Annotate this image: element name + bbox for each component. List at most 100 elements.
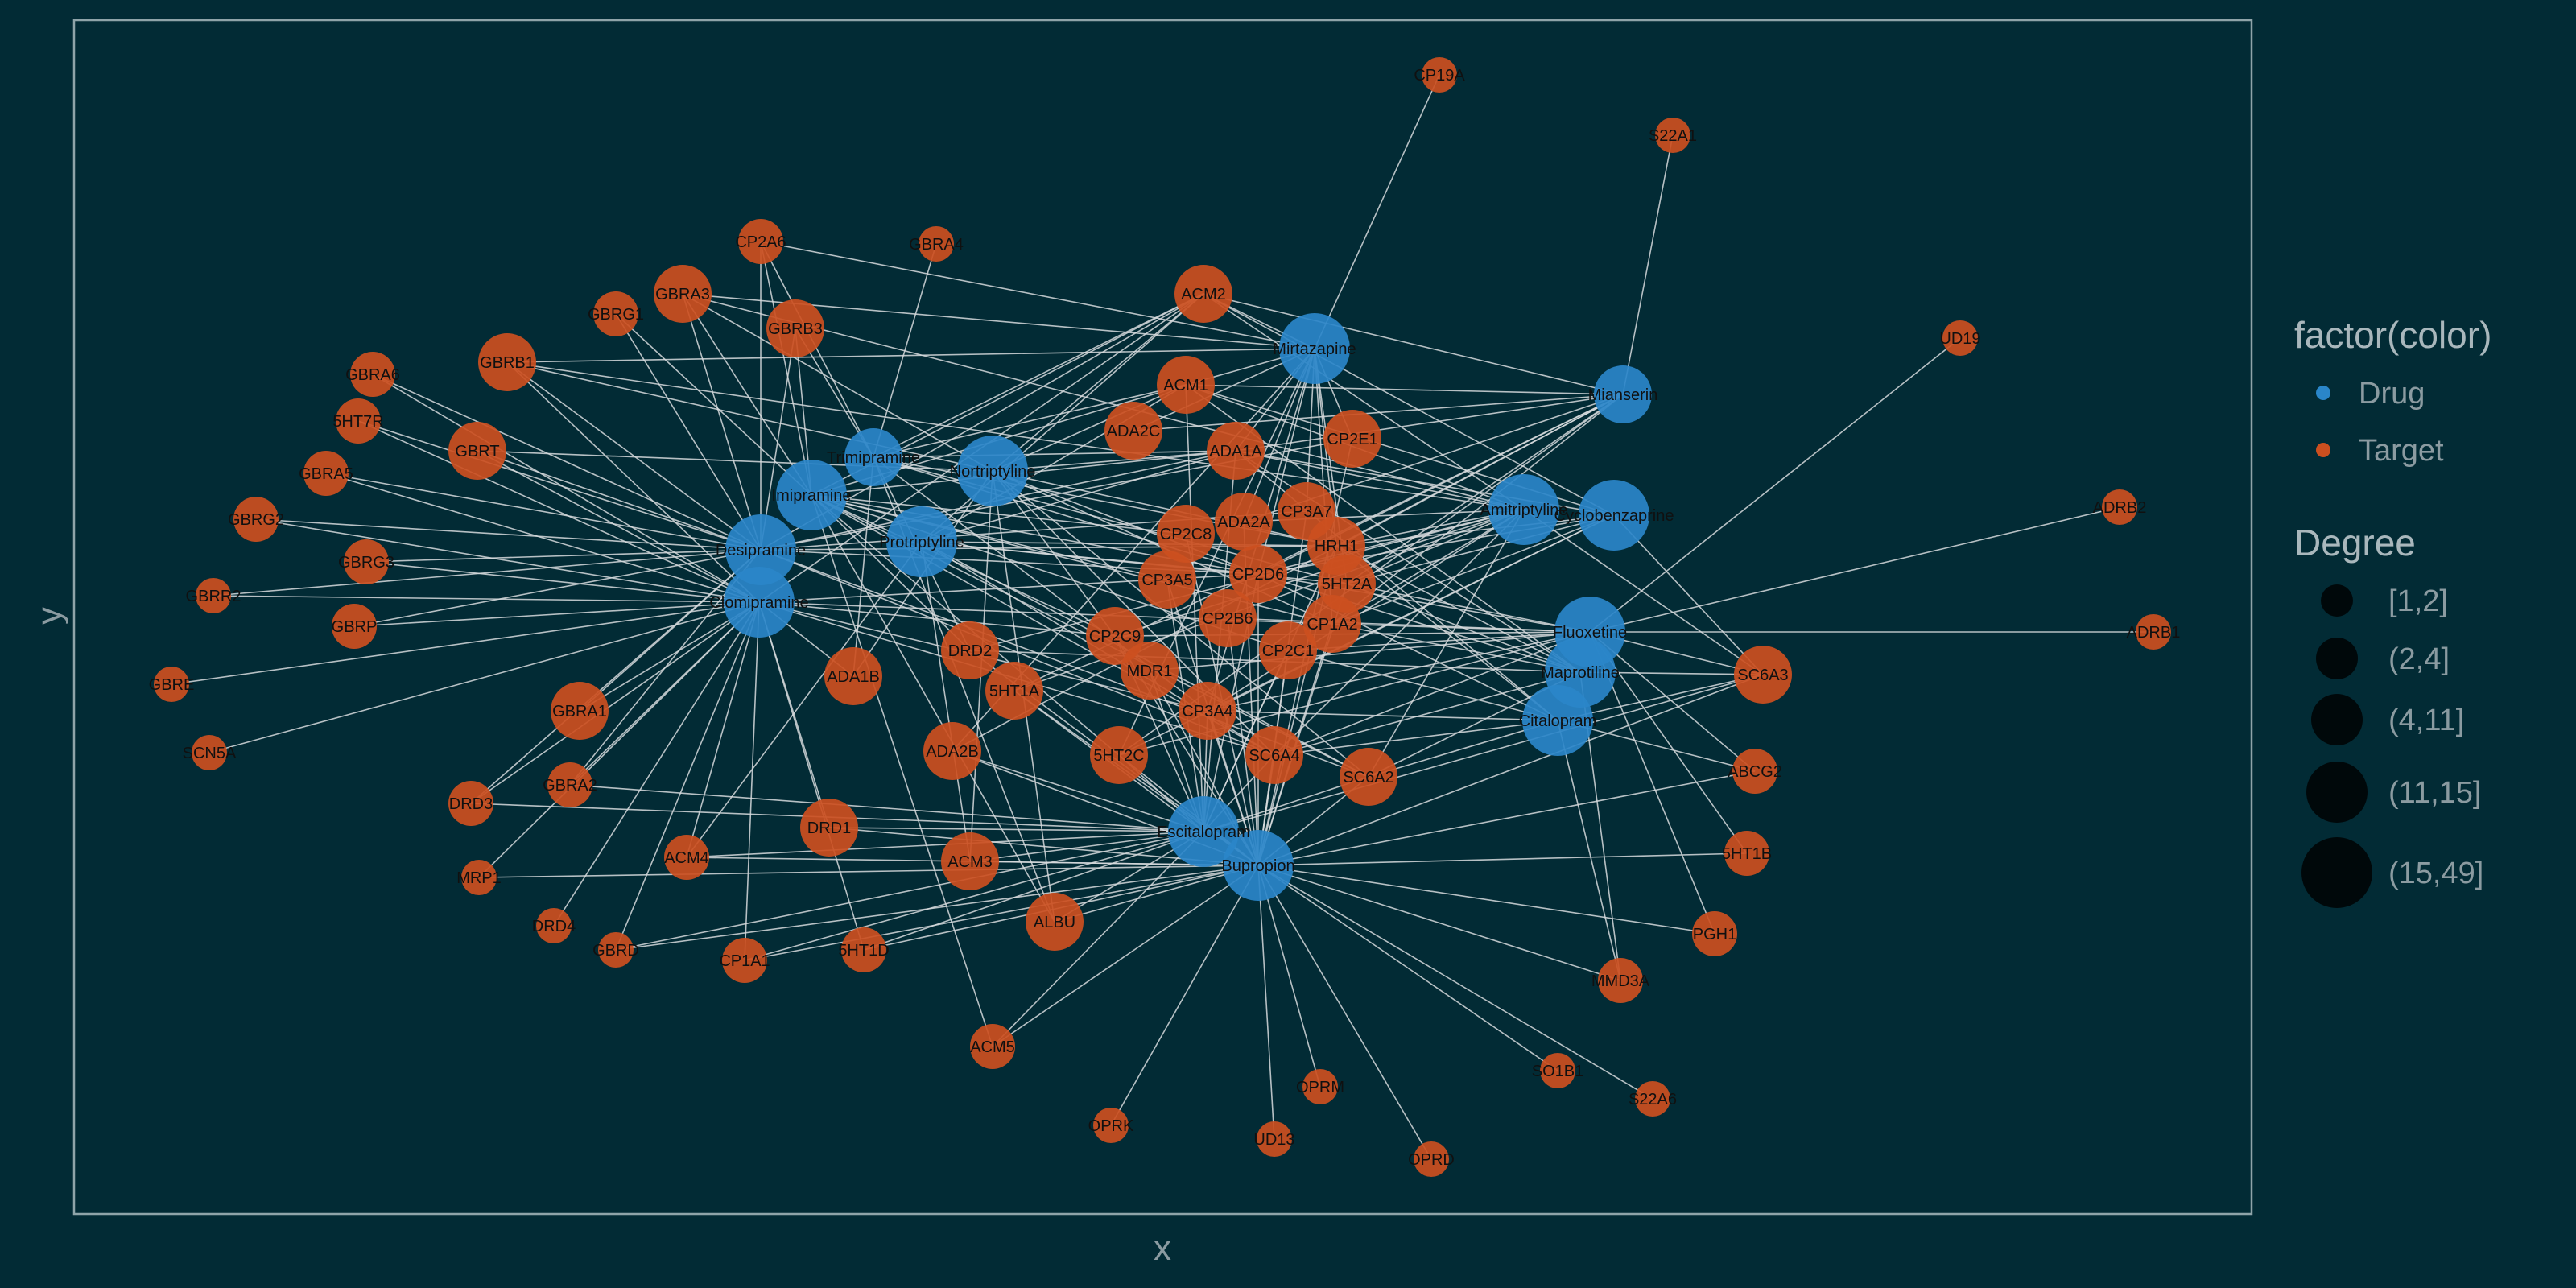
plot-panel-border: [72, 19, 2253, 1216]
target-node-gbra1: [551, 682, 609, 740]
edge-cyclobenzaprine-cp1a2: [1331, 514, 1615, 625]
edge-trimipramine-ada1b: [852, 456, 874, 677]
target-node-drd3: [448, 781, 493, 826]
edge-escitalopram-5ht1d: [863, 831, 1204, 951]
edge-trimipramine-cp2a6: [760, 241, 874, 458]
target-node-cp3a5: [1138, 551, 1196, 609]
drug-label-maprotiline: Maprotiline: [1541, 664, 1620, 682]
target-label-gbrg2: GBRG2: [228, 511, 284, 529]
edge-bupropion-so1b1: [1257, 865, 1558, 1071]
edge-desipramine-gbra6: [372, 374, 762, 551]
target-label-hrh1: HRH1: [1315, 538, 1358, 555]
x-axis-title: x: [1154, 1228, 1171, 1268]
edge-fluoxetine-5ht2a: [1346, 583, 1591, 633]
target-label-ud19: UD19: [1939, 330, 1980, 348]
edge-imipramine-albu: [811, 494, 1055, 923]
target-label-acm5: ACM5: [970, 1038, 1015, 1056]
legend-drug-label: Drug: [2359, 377, 2425, 411]
edge-clomipramine-cp1a1: [744, 601, 760, 961]
drug-node-citalopram: [1522, 685, 1593, 756]
target-node-acm1: [1157, 356, 1215, 414]
target-node-mmd3a: [1598, 958, 1643, 1003]
drug-label-bupropion: Bupropion: [1221, 857, 1294, 875]
edge-escitalopram-acm1: [1185, 384, 1204, 832]
drug-label-escitalopram: Escitalopram: [1157, 824, 1250, 841]
drug-node-escitalopram: [1168, 796, 1239, 867]
edge-bupropion-sc6a3: [1257, 674, 1764, 866]
legend-color-title: factor(color): [2294, 314, 2491, 356]
target-label-gbrg1: GBRG1: [588, 306, 644, 324]
target-node-gbrr2: [196, 578, 231, 613]
edge-bupropion-cp2b6: [1227, 617, 1259, 866]
target-label-gbrr2: GBRR2: [186, 588, 242, 605]
target-node-5ht2c: [1090, 726, 1148, 784]
target-label-oprk: OPRK: [1088, 1117, 1134, 1135]
target-node-cp2a6: [738, 219, 783, 264]
target-node-gbra2: [547, 762, 592, 807]
edge-fluoxetine-sc6a4: [1274, 631, 1591, 756]
edge-amitriptyline-sc6a2: [1368, 509, 1525, 778]
drug-node-mianserin: [1594, 365, 1652, 423]
target-label-gbra2: GBRA2: [543, 777, 597, 795]
target-node-so1b1: [1540, 1053, 1575, 1088]
target-node-sc6a3: [1734, 646, 1792, 704]
edge-clomipramine-gbrt: [477, 450, 760, 603]
edge-trimipramine-ada1a: [873, 450, 1236, 458]
target-node-drd2: [941, 621, 999, 679]
target-label-cp3a4: CP3A4: [1182, 703, 1232, 720]
edge-nortriptyline-gbra3: [682, 293, 993, 472]
edge-citalopram-cp3a4: [1207, 710, 1558, 721]
target-node-gbra6: [350, 352, 395, 397]
target-node-pgh1: [1692, 911, 1737, 956]
target-label-acm2: ACM2: [1181, 286, 1226, 303]
target-label-5ht2a: 5HT2A: [1322, 576, 1373, 593]
target-label-5ht2c: 5HT2C: [1093, 747, 1144, 765]
legend-size-key-2: [2316, 638, 2358, 679]
edge-fluoxetine-5ht1b: [1589, 631, 1748, 854]
edge-escitalopram-acm4: [686, 831, 1204, 858]
legend-size-key-1: [2321, 584, 2353, 617]
target-node-gbra5: [303, 451, 349, 496]
edge-cyclobenzaprine-hrh1: [1335, 514, 1615, 547]
edge-amitriptyline-ada1a: [1235, 450, 1525, 510]
drug-node-trimipramine: [844, 428, 902, 486]
target-node-cp2b6: [1199, 589, 1257, 647]
edge-maprotiline-cp1a2: [1331, 623, 1581, 673]
target-label-gbra5: GBRA5: [299, 465, 353, 483]
edge-imipramine-cp2c9: [811, 494, 1116, 637]
target-node-abcg2: [1732, 749, 1777, 794]
edge-citalopram-cp2d6: [1257, 573, 1558, 721]
edge-desipramine-gbrr2: [213, 549, 762, 597]
edge-mianserin-5ht2a: [1346, 394, 1624, 584]
target-label-mdr1: MDR1: [1127, 663, 1173, 680]
edge-clomipramine-gbrb1: [506, 361, 760, 603]
target-node-5ht1d: [841, 927, 886, 972]
target-label-gbra1: GBRA1: [552, 703, 607, 720]
edge-mirtazapine-gbrb1: [506, 348, 1315, 363]
edge-amitriptyline-acm2: [1203, 293, 1525, 510]
drug-label-nortriptyline: Nortriptyline: [950, 463, 1036, 481]
legend-size-keys: [1,2] (2,4] (4,11] (11,15] (15,49]: [2301, 584, 2483, 908]
edge-escitalopram-acm3: [969, 831, 1204, 862]
edge-bupropion-5ht1b: [1257, 852, 1748, 866]
edge-clomipramine-gbrr2: [213, 595, 760, 603]
edge-imipramine-cp2a6: [760, 241, 812, 496]
drug-label-mianserin: Mianserin: [1588, 386, 1658, 404]
target-label-5ht1a: 5HT1A: [989, 683, 1040, 700]
target-label-gbra6: GBRA6: [345, 366, 400, 384]
edge-nortriptyline-hrh1: [992, 470, 1337, 547]
edge-protriptyline-ada1a: [921, 450, 1236, 543]
target-label-5ht7r: 5HT7R: [332, 413, 383, 431]
edge-mianserin-cp1a2: [1331, 394, 1624, 625]
legend-size-key-5: [2301, 837, 2372, 908]
edge-mianserin-ada2c: [1133, 394, 1624, 431]
target-label-abcg2: ABCG2: [1728, 763, 1782, 781]
target-node-gbra3: [654, 265, 712, 323]
target-node-gbra4: [919, 226, 954, 262]
edge-imipramine-gbra3: [682, 293, 812, 496]
edge-amitriptyline-cp2c9: [1114, 509, 1525, 637]
edge-mirtazapine-cp19a: [1314, 74, 1440, 349]
edge-mianserin-ada2b: [952, 394, 1624, 752]
edge-desipramine-gbrg3: [365, 549, 762, 563]
target-node-5ht1b: [1724, 831, 1769, 876]
